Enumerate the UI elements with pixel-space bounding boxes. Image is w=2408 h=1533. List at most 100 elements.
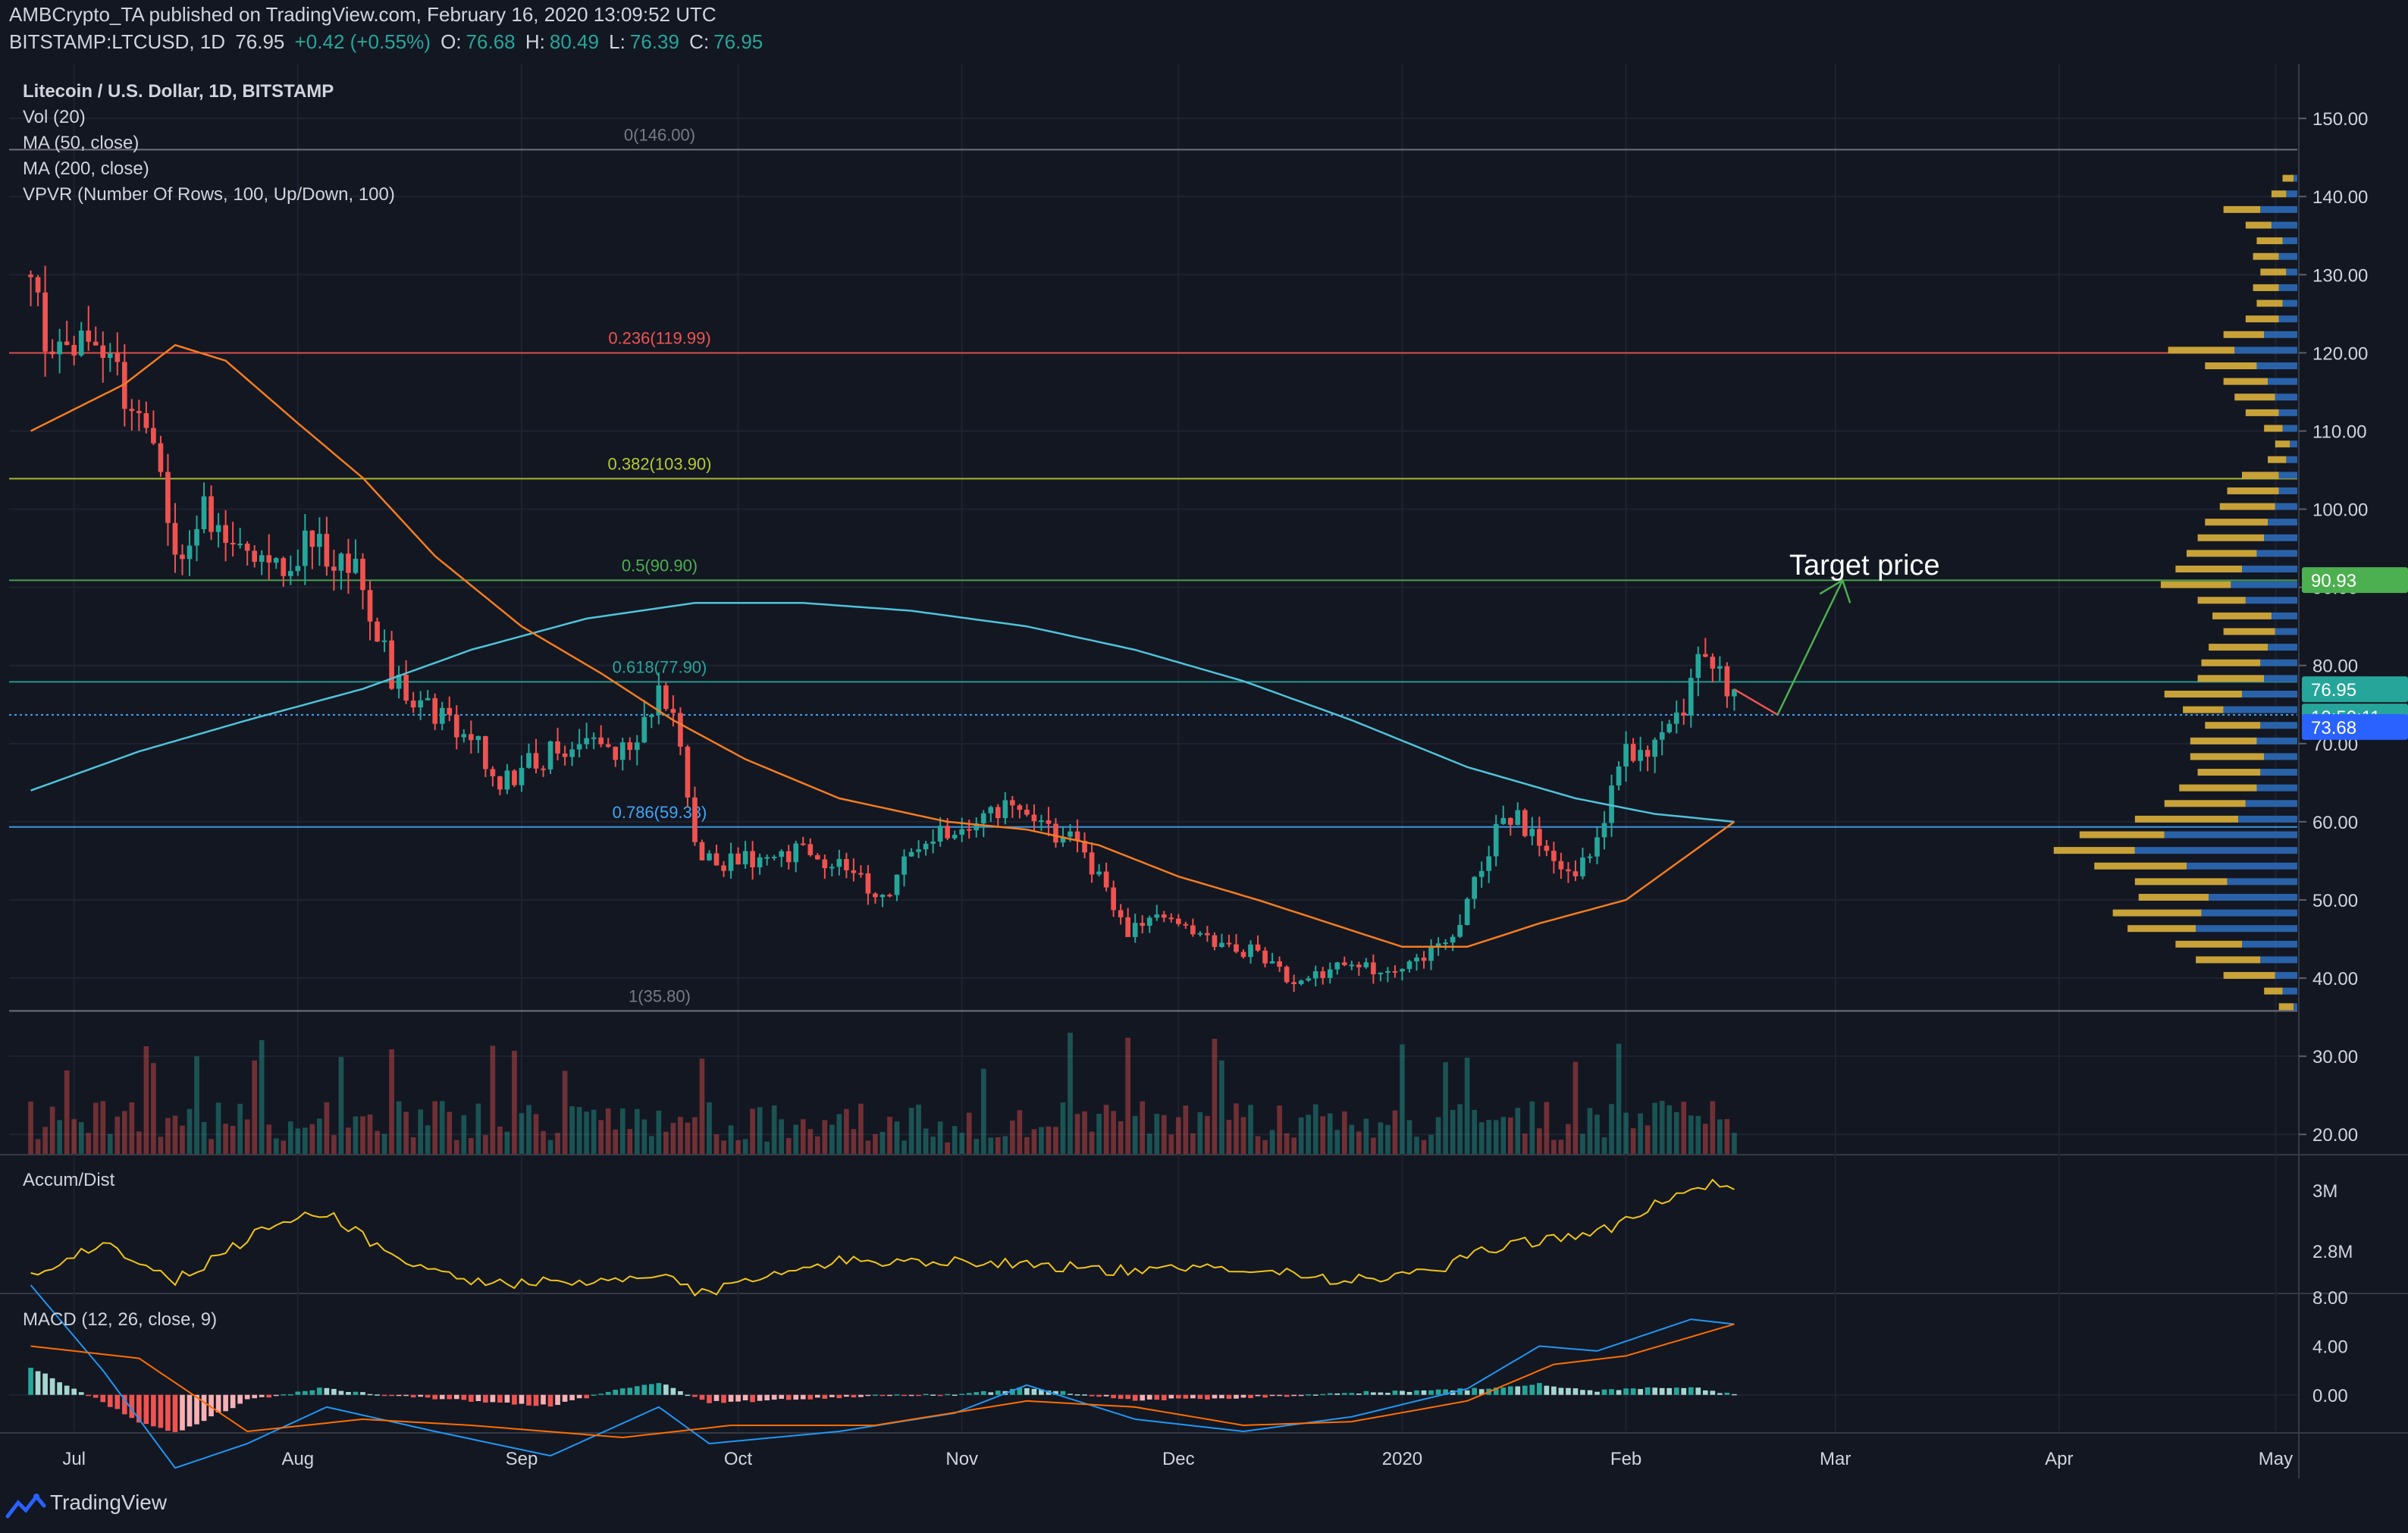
volume-bar	[389, 1049, 394, 1154]
time-tick-label[interactable]: Aug	[281, 1449, 314, 1469]
candle-body	[1096, 871, 1102, 875]
time-tick-label[interactable]: Jul	[62, 1449, 86, 1469]
tradingview-logo-icon[interactable]	[5, 1491, 47, 1521]
macd-histogram-bar	[692, 1394, 698, 1397]
macd-histogram-bar	[439, 1394, 445, 1400]
macd-histogram-bar	[512, 1394, 517, 1405]
volume-bar	[447, 1111, 453, 1154]
time-tick-label[interactable]: Sep	[506, 1449, 538, 1469]
candle-body	[1666, 723, 1673, 732]
macd-histogram-bar	[194, 1394, 199, 1425]
macd-histogram-bar	[309, 1390, 315, 1395]
vpvr-bar-up	[2264, 331, 2297, 338]
candle-body	[1240, 951, 1246, 958]
time-tick-label[interactable]: Dec	[1162, 1449, 1195, 1469]
candle-body	[959, 829, 965, 835]
vpvr-bar-up	[2241, 566, 2297, 573]
legend-ma50[interactable]: MA (50, close)	[23, 133, 139, 153]
legend-ma200[interactable]: MA (200, close)	[23, 158, 149, 179]
volume-bar	[266, 1124, 272, 1154]
vpvr-bar-down	[2241, 472, 2279, 479]
legend-vol[interactable]: Vol (20)	[23, 107, 86, 127]
time-tick-label[interactable]: Nov	[945, 1449, 978, 1469]
time-tick-label[interactable]: Mar	[1820, 1449, 1851, 1469]
macd-histogram-bar	[584, 1394, 589, 1399]
volume-bar	[1450, 1109, 1456, 1154]
macd-histogram-bar	[1609, 1389, 1614, 1395]
volume-bar	[1068, 1033, 1073, 1154]
macd-tick-label: 8.00	[2312, 1288, 2348, 1309]
macd-histogram-bar	[598, 1393, 604, 1395]
time-tick-label[interactable]: May	[2259, 1449, 2293, 1469]
macd-histogram-bar	[713, 1394, 720, 1401]
candle-body	[1183, 923, 1189, 926]
candle-body	[800, 843, 806, 845]
macd-histogram-bar	[71, 1388, 77, 1395]
candle-body	[281, 558, 287, 576]
time-tick-label[interactable]: Oct	[724, 1449, 753, 1469]
macd-histogram-bar	[858, 1394, 864, 1397]
volume-bar	[750, 1108, 755, 1154]
candle-body	[1046, 820, 1052, 824]
volume-bar	[974, 1139, 980, 1154]
volume-bar	[1240, 1117, 1246, 1154]
brand-name[interactable]: TradingView	[50, 1491, 168, 1514]
volume-bar	[1031, 1129, 1037, 1154]
candle-body	[1205, 933, 1210, 936]
candle-body	[35, 277, 41, 293]
volume-bar	[930, 1136, 936, 1154]
ma200-line	[30, 602, 1735, 823]
vpvr-bar-up	[2209, 893, 2297, 901]
macd-histogram-bar	[930, 1394, 936, 1396]
candle-body	[381, 640, 387, 642]
candle-body	[844, 858, 849, 870]
time-axis[interactable]: Jul Aug Sep Oct Nov Dec 2020 Feb Mar Apr May	[62, 1449, 2293, 1469]
macd-histogram-bar	[381, 1394, 387, 1397]
macd-histogram-bar	[92, 1394, 99, 1398]
macd-histogram-bar	[1515, 1386, 1521, 1395]
macd-histogram-bar	[576, 1394, 582, 1399]
candle-body	[728, 853, 734, 871]
low-value: 76.39	[629, 30, 679, 53]
vpvr-bar-down	[2223, 628, 2275, 635]
volume-bar	[1024, 1136, 1030, 1154]
accum-title[interactable]: Accum/Dist	[23, 1170, 115, 1190]
macd-histogram-bar	[1580, 1390, 1585, 1395]
candle-body	[779, 851, 785, 857]
macd-histogram-bar	[807, 1394, 814, 1400]
time-tick-label[interactable]: 2020	[1382, 1449, 1422, 1469]
time-tick-label[interactable]: Feb	[1610, 1449, 1641, 1469]
price-axis[interactable]: 150.00140.00130.00120.00110.00100.0090.0…	[2299, 109, 2408, 1406]
macd-histogram-bar	[1089, 1394, 1095, 1397]
candle-body	[1601, 823, 1607, 838]
macd-histogram-bar	[418, 1394, 424, 1397]
price-tick-label: 110.00	[2312, 422, 2367, 442]
macd-histogram-bar	[86, 1394, 92, 1397]
fib-level-label: 0.618(77.90)	[613, 657, 707, 676]
volume-bar	[1529, 1101, 1535, 1154]
vpvr-bar-up	[2241, 940, 2297, 948]
candle-body	[547, 741, 553, 770]
macd-histogram-bar	[641, 1384, 647, 1395]
candle-body	[1500, 817, 1507, 824]
macd-title[interactable]: MACD (12, 26, close, 9)	[23, 1309, 217, 1330]
candle-body	[526, 753, 531, 768]
indicator-legend: Litecoin / U.S. Dollar, 1D, BITSTAMP Vol…	[23, 81, 1940, 1330]
volume-bar	[1103, 1105, 1109, 1154]
macd-histogram-bar	[281, 1394, 287, 1396]
volume-bar	[136, 1131, 142, 1154]
vpvr-bar-down	[2196, 956, 2261, 964]
volume-bar	[223, 1124, 228, 1154]
macd-histogram-bar	[396, 1394, 402, 1397]
candle-body	[771, 857, 777, 859]
macd-histogram-bar	[779, 1394, 785, 1400]
price-chart[interactable]: 0(146.00) 0.236(119.99) 0.382(103.90) 0.5(9…	[0, 64, 2408, 1478]
candle-body	[1111, 887, 1116, 911]
legend-vpvr[interactable]: VPVR (Number Of Rows, 100, Up/Down, 100)	[23, 184, 395, 205]
volume-bar	[410, 1136, 416, 1154]
macd-histogram-bar	[916, 1394, 921, 1397]
time-tick-label[interactable]: Apr	[2045, 1449, 2073, 1469]
candle-body	[287, 571, 293, 576]
fib-level-label: 1(35.80)	[629, 986, 691, 1005]
candle-body	[1219, 942, 1224, 948]
